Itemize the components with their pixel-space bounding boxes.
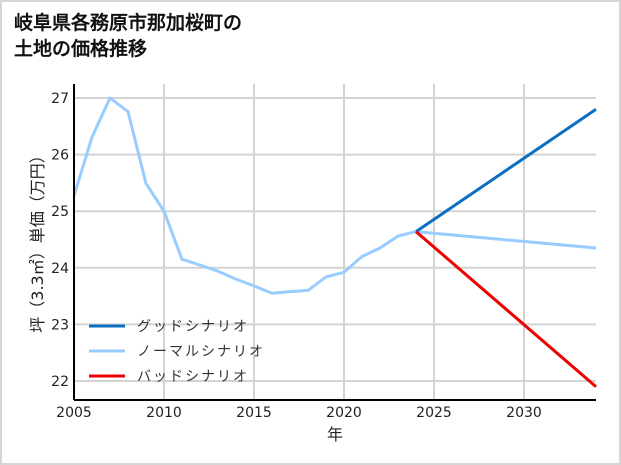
chart-title-line-1: 岐阜県各務原市那加桜町の <box>14 12 243 34</box>
grid-lines <box>74 84 596 400</box>
legend-label: グッドシナリオ <box>137 319 249 335</box>
x-tick-label: 2010 <box>146 405 182 421</box>
x-axis-label: 年 <box>327 425 343 444</box>
x-tick-label: 2015 <box>236 405 272 421</box>
legend-label: バッドシナリオ <box>137 369 249 385</box>
series-line-0 <box>415 108 597 233</box>
chart-title-line-2: 土地の価格推移 <box>14 38 148 60</box>
x-tick-label: 2030 <box>506 405 542 421</box>
axes <box>73 84 596 401</box>
y-tick-label: 22 <box>51 374 69 390</box>
y-tick-label: 23 <box>51 317 69 333</box>
series-line-2 <box>415 230 597 388</box>
series-line-1 <box>72 96 597 295</box>
y-tick-label: 25 <box>51 204 69 220</box>
legend-label: ノーマルシナリオ <box>137 344 265 360</box>
chart-title: 岐阜県各務原市那加桜町の 土地の価格推移 <box>14 10 242 62</box>
y-axis-label: 坪（3.3㎡）単価（万円） <box>28 147 47 332</box>
y-tick-label: 27 <box>51 91 69 107</box>
y-tick-label: 26 <box>51 148 69 164</box>
x-tick-label: 2025 <box>416 405 452 421</box>
tick-labels: 2005 2010 2015 2020 2025 2030 22 23 24 25 26 27 <box>51 91 542 421</box>
x-tick-label: 2005 <box>56 405 92 421</box>
y-tick-label: 24 <box>51 261 69 277</box>
series-lines <box>72 96 597 388</box>
x-tick-label: 2020 <box>326 405 362 421</box>
